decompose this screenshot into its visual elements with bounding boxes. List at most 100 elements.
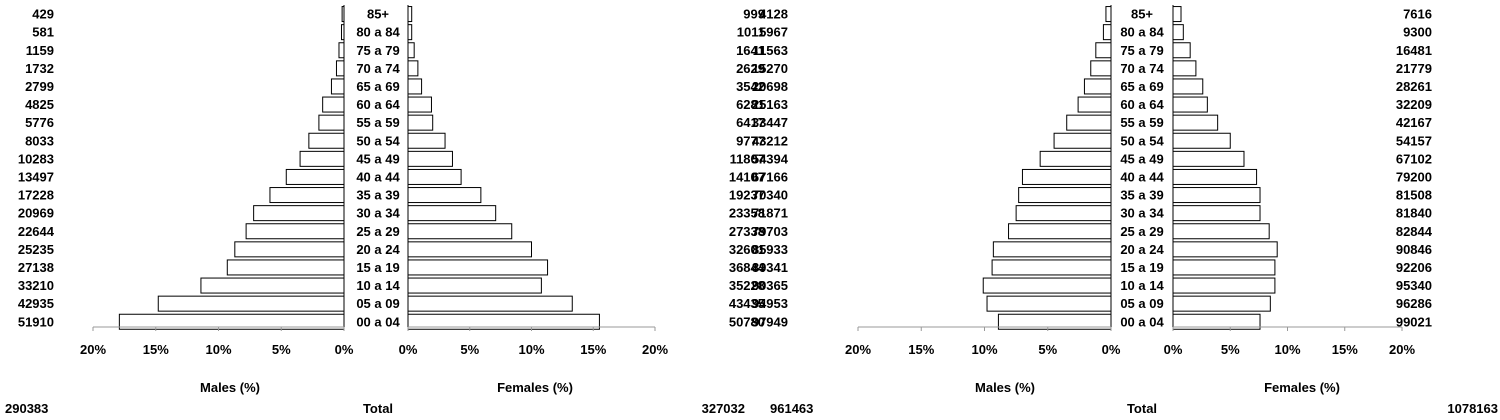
male-bar xyxy=(992,241,1112,258)
male-count-label: 70340 xyxy=(752,188,788,203)
male-bar xyxy=(1008,223,1112,240)
age-group-label: 50 a 54 xyxy=(1120,133,1164,148)
male-total-value: 961463 xyxy=(770,401,813,416)
male-count-label: 27138 xyxy=(18,260,54,275)
female-bar xyxy=(407,295,573,312)
male-bar xyxy=(285,168,345,185)
female-bar xyxy=(407,132,446,149)
female-count-label: 90846 xyxy=(1396,242,1432,257)
male-bar xyxy=(318,114,345,131)
male-count-label: 5967 xyxy=(759,25,788,40)
age-group-label: 85+ xyxy=(1131,7,1153,22)
female-count-label: 43435 xyxy=(729,296,765,311)
female-x-tick-label: 10% xyxy=(1274,342,1300,357)
female-bar xyxy=(407,241,532,258)
male-count-label: 97949 xyxy=(752,314,788,329)
female-count-label: 1641 xyxy=(736,43,765,58)
female-total-value: 1078163 xyxy=(1447,401,1498,416)
female-bar xyxy=(407,150,453,167)
female-count-label: 2629 xyxy=(736,61,765,76)
female-bar xyxy=(1172,205,1261,222)
age-group-label: 70 a 74 xyxy=(356,61,400,76)
male-bar xyxy=(1102,24,1112,41)
female-bar xyxy=(407,60,419,77)
female-count-label: 11807 xyxy=(730,151,765,166)
male-count-label: 1159 xyxy=(26,43,54,58)
age-group-label: 75 a 79 xyxy=(1120,43,1163,58)
female-bar xyxy=(1172,277,1276,294)
male-bar xyxy=(982,277,1112,294)
female-count-label: 95340 xyxy=(1396,278,1432,293)
female-count-label: 9777 xyxy=(736,133,765,148)
male-count-label: 71871 xyxy=(752,206,788,221)
male-x-tick-label: 5% xyxy=(1038,342,1057,357)
male-x-tick-label: 0% xyxy=(1102,342,1121,357)
male-count-label: 43212 xyxy=(752,133,788,148)
male-count-label: 25163 xyxy=(752,97,788,112)
male-bar xyxy=(245,223,345,240)
age-group-label: 25 a 29 xyxy=(356,224,399,239)
male-bar xyxy=(299,150,345,167)
female-count-label: 81508 xyxy=(1396,188,1432,203)
female-bar xyxy=(1172,150,1245,167)
male-x-tick-label: 15% xyxy=(908,342,934,357)
male-count-label: 5776 xyxy=(25,115,54,130)
female-bar xyxy=(1172,78,1204,95)
female-count-label: 82844 xyxy=(1396,224,1433,239)
male-count-label: 20969 xyxy=(18,206,54,221)
age-group-label: 55 a 59 xyxy=(1120,115,1163,130)
female-bar xyxy=(1172,223,1270,240)
female-bar xyxy=(407,205,497,222)
male-count-label: 94953 xyxy=(752,296,788,311)
male-count-label: 25235 xyxy=(18,242,54,257)
male-bar xyxy=(1053,132,1112,149)
male-bar xyxy=(1077,96,1112,113)
female-count-label: 6417 xyxy=(736,115,765,130)
male-bar xyxy=(335,60,345,77)
male-bar xyxy=(1066,114,1112,131)
male-count-label: 89341 xyxy=(752,260,788,275)
female-bar xyxy=(1172,168,1258,185)
males-axis-title: Males (%) xyxy=(200,380,260,395)
female-bar xyxy=(1172,295,1271,312)
age-group-label: 45 a 49 xyxy=(1120,151,1163,166)
male-count-label: 4128 xyxy=(759,7,788,22)
female-bar xyxy=(407,24,413,41)
female-x-tick-label: 5% xyxy=(1221,342,1240,357)
male-count-label: 90365 xyxy=(752,278,788,293)
female-x-tick-label: 0% xyxy=(1164,342,1183,357)
age-group-label: 30 a 34 xyxy=(1120,206,1164,221)
age-group-label: 15 a 19 xyxy=(356,260,399,275)
age-group-label: 55 a 59 xyxy=(356,115,399,130)
female-total-value: 327032 xyxy=(702,401,745,416)
age-group-label: 80 a 84 xyxy=(1120,25,1164,40)
male-bar xyxy=(200,277,345,294)
male-total-value: 290383 xyxy=(5,401,48,416)
age-group-label: 15 a 19 xyxy=(1120,260,1163,275)
male-x-tick-label: 20% xyxy=(845,342,871,357)
age-group-label: 40 a 44 xyxy=(1120,169,1164,184)
male-bar xyxy=(1021,168,1112,185)
male-bar xyxy=(986,295,1112,312)
female-bar xyxy=(1172,24,1184,41)
female-count-label: 21779 xyxy=(1396,61,1432,76)
female-x-tick-label: 15% xyxy=(580,342,606,357)
age-group-label: 65 a 69 xyxy=(1120,79,1163,94)
age-group-label: 75 a 79 xyxy=(356,43,399,58)
age-group-label: 40 a 44 xyxy=(356,169,400,184)
female-bar xyxy=(1172,187,1261,204)
female-count-label: 92206 xyxy=(1396,260,1432,275)
female-count-label: 16481 xyxy=(1396,43,1432,58)
male-count-label: 1732 xyxy=(25,61,54,76)
male-bar xyxy=(157,295,345,312)
age-group-label: 10 a 14 xyxy=(356,278,400,293)
female-x-tick-label: 20% xyxy=(1389,342,1415,357)
female-bar xyxy=(407,42,415,59)
male-bar xyxy=(322,96,345,113)
female-count-label: 32209 xyxy=(1396,97,1432,112)
male-count-label: 51910 xyxy=(18,314,54,329)
female-count-label: 36844 xyxy=(729,260,766,275)
age-group-label: 00 a 04 xyxy=(356,314,400,329)
male-count-label: 42935 xyxy=(18,296,54,311)
age-group-label: 05 a 09 xyxy=(356,296,399,311)
